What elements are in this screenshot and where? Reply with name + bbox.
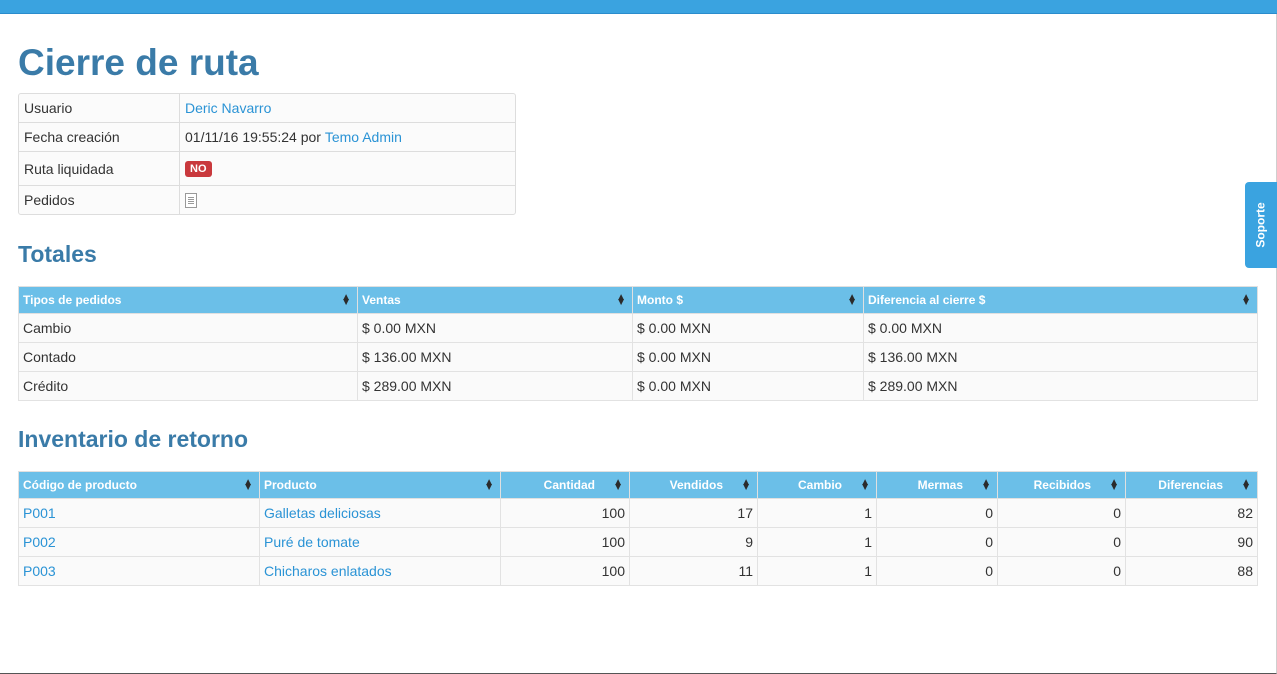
sort-icon: ▲ ▼	[847, 292, 857, 308]
sort-icon: ▲ ▼	[1241, 292, 1251, 308]
inventario-col-recibidos[interactable]: Recibidos ▲ ▼	[997, 471, 1126, 499]
totales-table: Tipos de pedidos ▲ ▼ Ventas ▲ ▼ Monto $ ▲ ▼ Di…	[18, 286, 1258, 401]
table-cell: $ 136.00 MXN	[863, 342, 1258, 372]
ruta-label: Ruta liquidada	[19, 152, 180, 185]
inventario-col-codigo[interactable]: Código de producto ▲ ▼	[18, 471, 260, 499]
table-cell: 0	[876, 498, 998, 528]
usuario-label: Usuario	[19, 94, 180, 122]
sort-icon: ▲ ▼	[1241, 477, 1251, 493]
totales-col-diferencia[interactable]: Diferencia al cierre $ ▲ ▼	[863, 286, 1258, 314]
table-cell: 88	[1125, 556, 1258, 586]
sort-icon: ▲ ▼	[616, 292, 626, 308]
table-cell: 0	[997, 498, 1126, 528]
table-cell: 9	[629, 527, 758, 557]
table-cell: 1	[757, 527, 877, 557]
table-cell: 100	[500, 527, 630, 557]
totales-col-tipos[interactable]: Tipos de pedidos ▲ ▼	[18, 286, 358, 314]
table-cell: 90	[1125, 527, 1258, 557]
table-row: Crédito $ 289.00 MXN $ 0.00 MXN $ 289.00…	[18, 371, 1258, 401]
inventario-col-mermas[interactable]: Mermas ▲ ▼	[876, 471, 998, 499]
fecha-value: 01/11/16 19:55:24 por Temo Admin	[180, 123, 515, 151]
pedidos-label: Pedidos	[19, 186, 180, 214]
table-cell: 100	[500, 556, 630, 586]
inventario-col-diferencias[interactable]: Diferencias ▲ ▼	[1125, 471, 1258, 499]
inventario-table: Código de producto ▲ ▼ Producto ▲ ▼ Cantidad…	[18, 471, 1258, 586]
fecha-label: Fecha creación	[19, 123, 180, 151]
table-row: Contado $ 136.00 MXN $ 0.00 MXN $ 136.00…	[18, 342, 1258, 372]
table-cell: 0	[876, 527, 998, 557]
table-cell: Contado	[18, 342, 358, 372]
table-cell: 82	[1125, 498, 1258, 528]
document-icon[interactable]	[185, 192, 197, 208]
table-cell: 100	[500, 498, 630, 528]
table-row: P001 Galletas deliciosas 100 17 1 0 0 82	[18, 498, 1258, 528]
sort-icon: ▲ ▼	[1109, 477, 1119, 493]
product-name-link[interactable]: Chicharos enlatados	[264, 563, 392, 579]
usuario-link[interactable]: Deric Navarro	[185, 100, 272, 116]
sort-icon: ▲ ▼	[741, 477, 751, 493]
product-code-link[interactable]: P001	[23, 505, 56, 521]
inventario-title: Inventario de retorno	[18, 426, 249, 452]
sort-icon: ▲ ▼	[243, 477, 253, 493]
route-info-table: Usuario Deric Navarro Fecha creación 01/…	[18, 93, 516, 215]
totales-col-monto[interactable]: Monto $ ▲ ▼	[632, 286, 864, 314]
table-cell: Cambio	[18, 313, 358, 343]
sort-icon: ▲ ▼	[860, 477, 870, 493]
totales-title: Totales	[18, 241, 97, 267]
table-cell: $ 0.00 MXN	[632, 313, 864, 343]
top-bar	[0, 0, 1277, 14]
table-cell: $ 0.00 MXN	[632, 342, 864, 372]
inventario-col-vendidos[interactable]: Vendidos ▲ ▼	[629, 471, 758, 499]
ruta-liquidada-badge: NO	[185, 160, 212, 177]
fecha-por: por	[300, 129, 321, 145]
table-cell: $ 289.00 MXN	[863, 371, 1258, 401]
info-row-usuario: Usuario Deric Navarro	[19, 94, 515, 122]
info-row-fecha: Fecha creación 01/11/16 19:55:24 por Tem…	[19, 122, 515, 151]
product-code-link[interactable]: P003	[23, 563, 56, 579]
table-cell: 17	[629, 498, 758, 528]
inventario-col-cantidad[interactable]: Cantidad ▲ ▼	[500, 471, 630, 499]
table-cell: Crédito	[18, 371, 358, 401]
sort-icon: ▲ ▼	[341, 292, 351, 308]
sort-icon: ▲ ▼	[613, 477, 623, 493]
table-cell: 1	[757, 498, 877, 528]
sort-icon: ▲ ▼	[981, 477, 991, 493]
page-title: Cierre de ruta	[18, 42, 259, 83]
table-cell: 11	[629, 556, 758, 586]
product-name-link[interactable]: Galletas deliciosas	[264, 505, 381, 521]
table-cell: 0	[997, 556, 1126, 586]
fecha-date: 01/11/16 19:55:24	[185, 129, 297, 145]
table-cell: $ 136.00 MXN	[357, 342, 633, 372]
table-row: P003 Chicharos enlatados 100 11 1 0 0 88	[18, 556, 1258, 586]
table-cell: $ 0.00 MXN	[863, 313, 1258, 343]
table-cell: 0	[876, 556, 998, 586]
inventario-col-cambio[interactable]: Cambio ▲ ▼	[757, 471, 877, 499]
table-cell: $ 289.00 MXN	[357, 371, 633, 401]
table-cell: 0	[997, 527, 1126, 557]
info-row-pedidos: Pedidos	[19, 185, 515, 214]
totales-header-row: Tipos de pedidos ▲ ▼ Ventas ▲ ▼ Monto $ ▲ ▼ Di…	[18, 286, 1258, 314]
sort-icon: ▲ ▼	[484, 477, 494, 493]
info-row-ruta: Ruta liquidada NO	[19, 151, 515, 185]
inventario-header-row: Código de producto ▲ ▼ Producto ▲ ▼ Cantidad…	[18, 471, 1258, 499]
table-cell: $ 0.00 MXN	[632, 371, 864, 401]
product-name-link[interactable]: Puré de tomate	[264, 534, 360, 550]
soporte-tab-button[interactable]: Soporte	[1245, 182, 1277, 268]
soporte-label: Soporte	[1254, 202, 1268, 248]
table-cell: $ 0.00 MXN	[357, 313, 633, 343]
product-code-link[interactable]: P002	[23, 534, 56, 550]
table-row: P002 Puré de tomate 100 9 1 0 0 90	[18, 527, 1258, 557]
totales-col-ventas[interactable]: Ventas ▲ ▼	[357, 286, 633, 314]
fecha-autor-link[interactable]: Temo Admin	[324, 129, 402, 145]
table-cell: 1	[757, 556, 877, 586]
inventario-col-producto[interactable]: Producto ▲ ▼	[259, 471, 501, 499]
table-row: Cambio $ 0.00 MXN $ 0.00 MXN $ 0.00 MXN	[18, 313, 1258, 343]
